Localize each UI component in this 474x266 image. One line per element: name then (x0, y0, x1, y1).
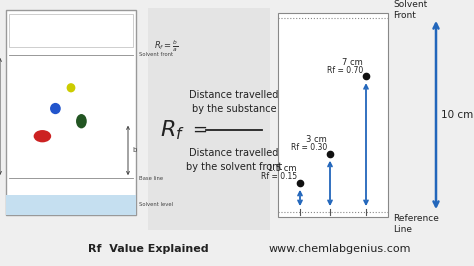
Bar (9, 14, 133, 47)
Ellipse shape (34, 130, 51, 142)
Text: Solvent
Front: Solvent Front (393, 0, 427, 20)
Text: Base line: Base line (139, 176, 163, 181)
Text: $R_f = \frac{b}{a}$: $R_f = \frac{b}{a}$ (154, 39, 178, 54)
Text: Reference
Line: Reference Line (393, 214, 439, 234)
Ellipse shape (50, 103, 61, 114)
Text: b: b (132, 147, 137, 153)
Text: Solvent level: Solvent level (139, 202, 173, 207)
Bar (278, 13, 388, 217)
Text: Rf = 0.70: Rf = 0.70 (327, 66, 363, 75)
Text: $R_f$: $R_f$ (160, 118, 185, 142)
Text: 3 cm: 3 cm (306, 135, 327, 144)
Bar (6, 10, 136, 215)
Text: www.chemlabgenius.com: www.chemlabgenius.com (269, 244, 411, 254)
Text: Solvent front: Solvent front (139, 52, 173, 57)
Ellipse shape (67, 83, 75, 92)
Text: 10 cm: 10 cm (441, 110, 473, 120)
Text: =: = (192, 121, 207, 139)
Text: Rf = 0.30: Rf = 0.30 (291, 143, 327, 152)
Text: Rf = 0.15: Rf = 0.15 (261, 172, 297, 181)
Text: Distance travelled
by the solvent front: Distance travelled by the solvent front (186, 148, 282, 172)
Bar (6, 194, 136, 215)
Text: 7 cm: 7 cm (342, 58, 363, 67)
Text: Rf  Value Explained: Rf Value Explained (88, 244, 208, 254)
Text: Distance travelled
by the substance: Distance travelled by the substance (189, 90, 279, 114)
Ellipse shape (76, 114, 87, 128)
Bar (148, 8, 270, 230)
Text: 1.5 cm: 1.5 cm (268, 164, 297, 173)
